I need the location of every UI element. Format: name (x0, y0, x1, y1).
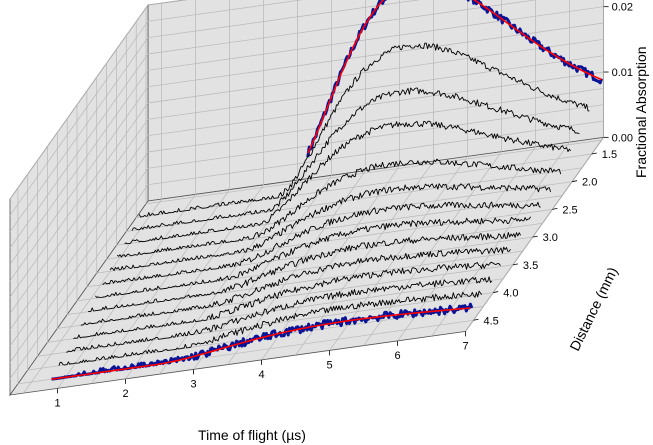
series-line (95, 216, 531, 298)
series-line (73, 261, 501, 340)
y-tick-label: 3.0 (543, 232, 558, 244)
y-tick-mark (473, 318, 479, 321)
y-tick-label: 4.0 (503, 288, 518, 300)
y-tick-mark (552, 208, 558, 210)
series-line (88, 232, 521, 313)
series-line (124, 120, 572, 245)
x-axis-label: Time of flight (µs) (198, 427, 306, 443)
x-tick-label: 4 (259, 369, 265, 381)
grid-line-z (9, 71, 604, 330)
y-tick-mark (571, 180, 578, 183)
grid-line-z (9, 55, 604, 314)
x-tick-label: 7 (463, 340, 469, 352)
series-line (131, 87, 580, 231)
grid-line-z (9, 38, 604, 298)
grid-line-z (9, 0, 421, 232)
grid-line-z (9, 0, 187, 200)
series-line (117, 158, 562, 258)
z-tick-label: 0.00 (612, 132, 633, 144)
chart-traces (51, 0, 604, 381)
y-tick-mark (493, 291, 499, 293)
y-tick-label: 4.5 (483, 315, 498, 327)
series-line (58, 290, 483, 366)
x-tick-label: 3 (191, 378, 197, 390)
y-tick-mark (591, 152, 597, 155)
series-line (138, 42, 590, 218)
x-tick-label: 1 (55, 397, 61, 409)
fit-line (51, 307, 471, 380)
z-tick-label: 0.02 (612, 2, 633, 14)
grid-line-z (9, 6, 604, 265)
series-line (109, 183, 552, 272)
grid-line-z (9, 0, 304, 216)
chart-walls (9, 0, 605, 397)
y-axis-label: Distance (mm) (566, 264, 620, 353)
series-line (80, 246, 511, 326)
grid-line-z (9, 22, 604, 281)
y-tick-label: 3.5 (523, 260, 538, 272)
grid-line-z (9, 0, 538, 249)
series-line (102, 201, 541, 286)
x-tick-label: 6 (395, 350, 401, 362)
y-tick-label: 2.5 (562, 204, 577, 216)
y-tick-mark (532, 235, 538, 238)
grid-line-z (9, 120, 604, 379)
x-tick-label: 5 (327, 359, 333, 371)
z-axis-label: Fractional Absorption (633, 46, 649, 178)
grid-line-z (9, 88, 604, 347)
y-tick-label: 2.0 (582, 177, 597, 189)
z-tick-label: 0.01 (612, 67, 633, 79)
y-tick-mark (512, 263, 518, 266)
fit-line (307, 0, 602, 154)
chart-ticks: 1 2 3 4 5 6 7 1.5 2.0 2.5 3.0 3.5 4.0 4.5 0.00 0.01 0.02… (55, 2, 633, 410)
x-tick-label: 2 (123, 388, 129, 400)
chart-grid (9, 0, 604, 394)
series-line (66, 276, 493, 353)
y-tick-label: 1.5 (602, 149, 617, 161)
